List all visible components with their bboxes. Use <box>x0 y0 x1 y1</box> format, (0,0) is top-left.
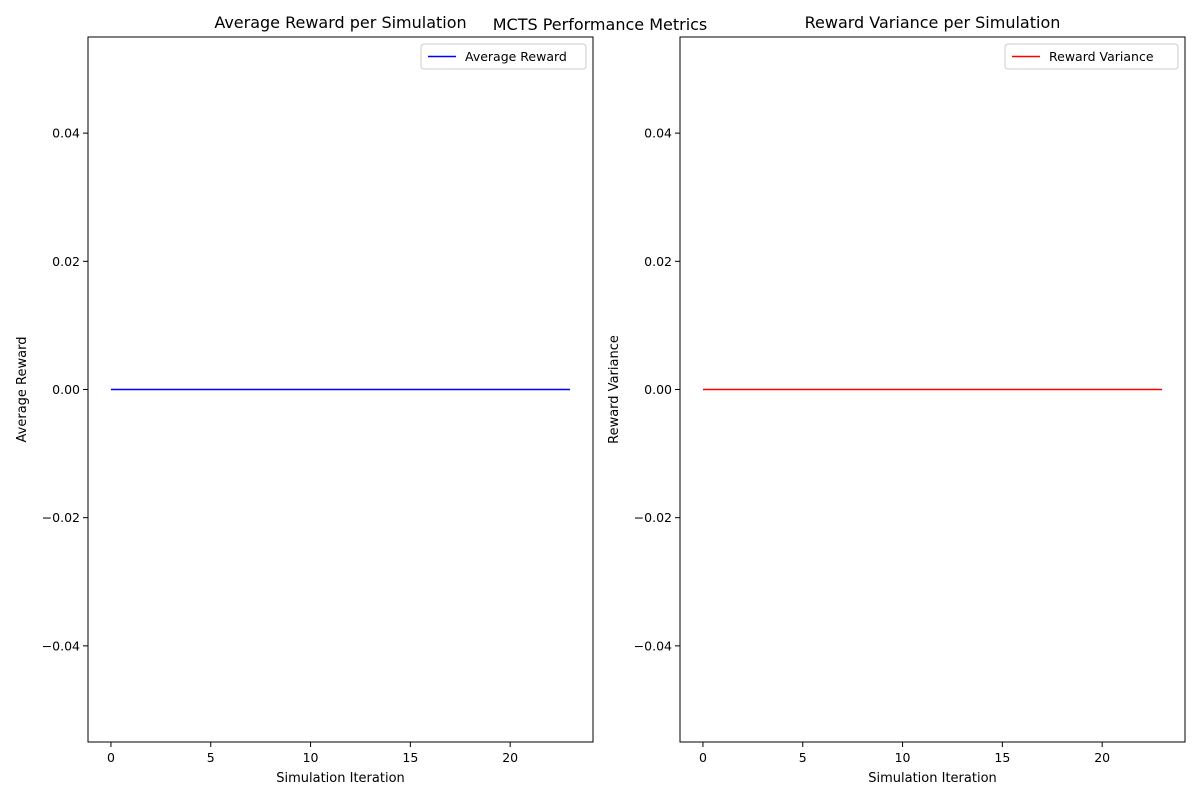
legend-box <box>420 43 587 70</box>
plot-frame <box>87 36 594 743</box>
legend-label: Reward Variance <box>1049 49 1154 64</box>
x-tick-label: 20 <box>502 750 518 765</box>
x-axis-label: Simulation Iteration <box>276 771 405 786</box>
y-axis-label: Reward Variance <box>607 335 622 444</box>
x-tick-label: 10 <box>895 750 911 765</box>
x-tick-label: 15 <box>994 750 1010 765</box>
subplot-2: Reward Variance per Simulation 0 5 10 15 20 −0… <box>607 13 1186 786</box>
x-tick-label: 0 <box>107 750 115 765</box>
figure-suptitle: MCTS Performance Metrics <box>493 15 708 34</box>
x-tick-label: 0 <box>699 750 707 765</box>
y-tick-label: −0.04 <box>42 638 80 653</box>
y-axis-label: Average Reward <box>15 337 30 443</box>
y-tick-label: −0.02 <box>42 510 80 525</box>
subplot-1: Average Reward per Simulation 0 5 10 15 20 −0.… <box>15 13 594 786</box>
x-axis-label: Simulation Iteration <box>868 771 997 786</box>
y-tick-label: −0.02 <box>634 510 672 525</box>
x-tick-label: 10 <box>303 750 319 765</box>
y-tick-label: 0.00 <box>52 382 80 397</box>
legend: Average Reward <box>420 43 587 70</box>
y-tick-label: 0.02 <box>644 254 672 269</box>
legend-label: Average Reward <box>465 49 567 64</box>
y-tick-label: 0.04 <box>52 126 80 141</box>
x-tick-label: 5 <box>799 750 807 765</box>
legend-box <box>1004 43 1179 70</box>
y-tick-label: 0.00 <box>644 382 672 397</box>
plot-frame <box>679 36 1186 743</box>
legend: Reward Variance <box>1004 43 1179 70</box>
subplot-title: Average Reward per Simulation <box>214 13 466 32</box>
subplot-title: Reward Variance per Simulation <box>805 13 1061 32</box>
x-tick-label: 15 <box>402 750 418 765</box>
y-tick-label: 0.04 <box>644 126 672 141</box>
y-tick-label: 0.02 <box>52 254 80 269</box>
x-tick-label: 5 <box>207 750 215 765</box>
subplots: Average Reward per Simulation 0 5 10 15 20 −0.… <box>15 13 1186 786</box>
y-tick-label: −0.04 <box>634 638 672 653</box>
x-tick-label: 20 <box>1094 750 1110 765</box>
